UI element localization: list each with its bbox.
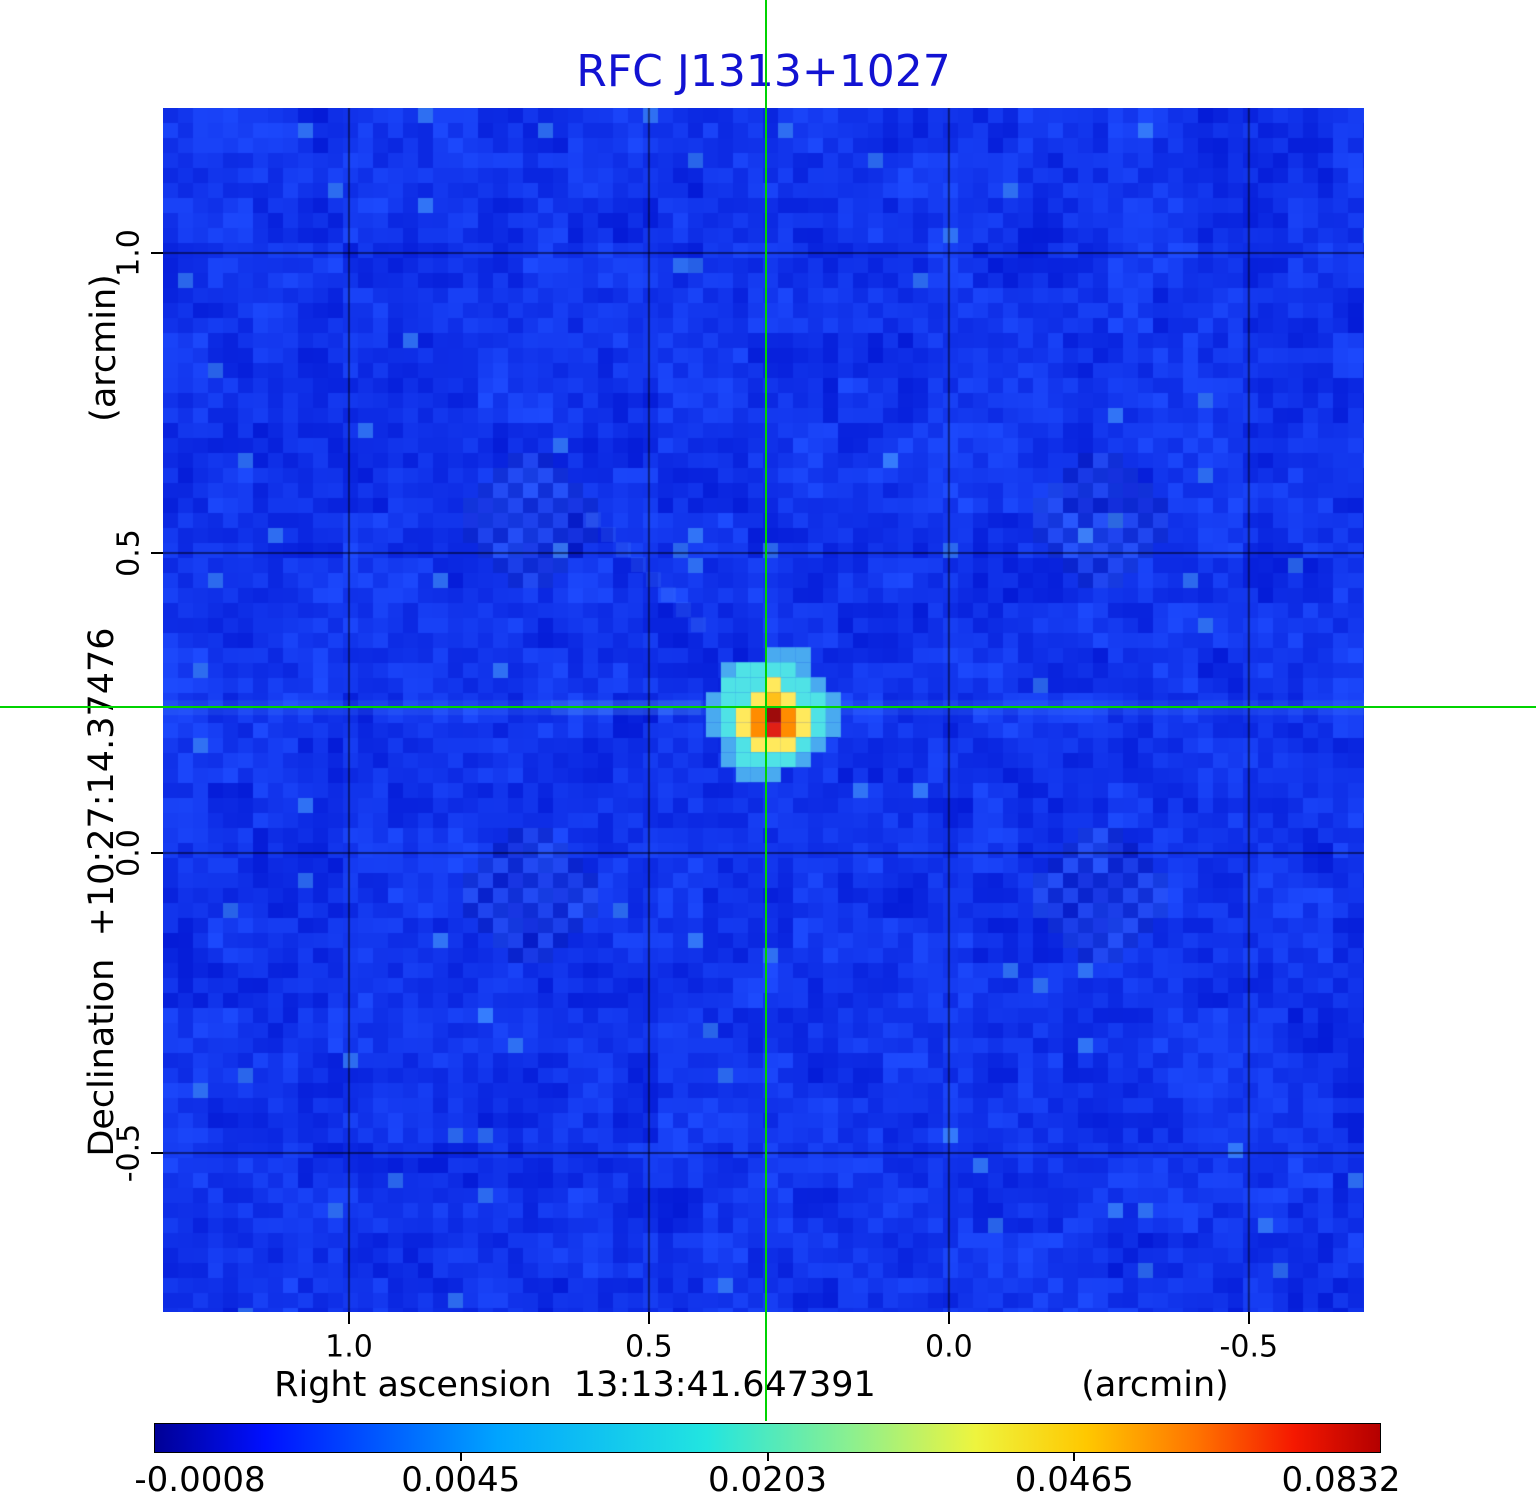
colorbar-tick-label: 0.0203 (708, 1460, 827, 1500)
y-tick-label: 1.0 (111, 229, 147, 277)
x-axis-unit-label: (arcmin) (1081, 1365, 1229, 1405)
page-title: RFC J1313+1027 (576, 46, 951, 97)
x-tick-label: 1.0 (325, 1329, 373, 1365)
colorbar-tick-mark (766, 1453, 769, 1461)
x-axis-label: Right ascension 13:13:41.647391 (274, 1365, 876, 1405)
y-tick-mark (151, 252, 163, 255)
x-tick-mark (947, 1312, 950, 1324)
x-tick-label: 0.0 (925, 1329, 973, 1365)
colorbar-tick-mark (1073, 1453, 1076, 1461)
colorbar-tick-label: -0.0008 (134, 1460, 266, 1500)
x-tick-mark (647, 1312, 650, 1324)
colorbar-tick-label: 0.0045 (401, 1460, 521, 1500)
y-tick-label: 0.5 (111, 529, 147, 577)
colorbar-tick-label: 0.0465 (1014, 1460, 1134, 1500)
y-tick-mark (151, 552, 163, 554)
crosshair-horizontal-line (0, 706, 1536, 709)
y-axis-unit-label: (arcmin) (84, 274, 124, 422)
x-tick-label: 0.5 (625, 1329, 673, 1365)
y-tick-mark (151, 1152, 163, 1154)
colorbar-tick-mark (459, 1453, 462, 1461)
sky-map-canvas (163, 108, 1364, 1312)
colorbar-gradient (154, 1423, 1381, 1453)
x-tick-mark (1247, 1312, 1250, 1324)
colorbar-tick-label: 0.0832 (1281, 1460, 1401, 1500)
crosshair-vertical-line (764, 0, 767, 1421)
x-tick-mark (347, 1312, 350, 1324)
x-tick-label: -0.5 (1219, 1329, 1279, 1365)
y-tick-mark (151, 852, 163, 854)
